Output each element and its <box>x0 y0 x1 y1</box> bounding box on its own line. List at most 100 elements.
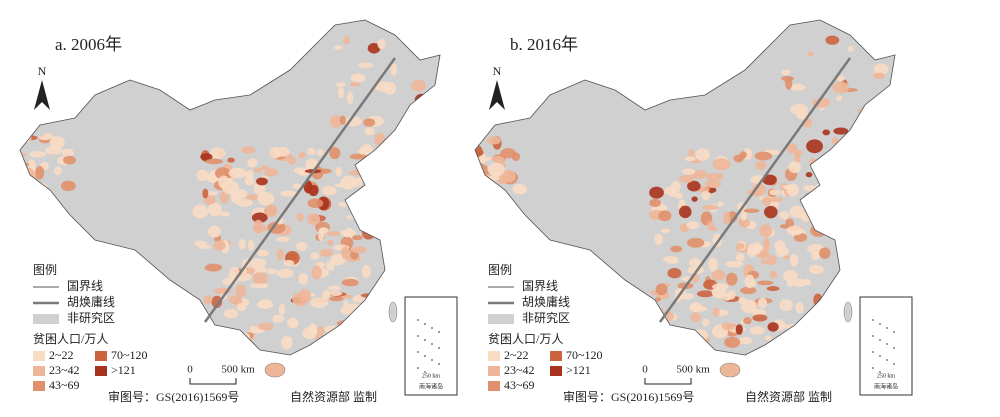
legend-label: >121 <box>111 363 136 377</box>
county <box>736 242 745 250</box>
legend-label: 43~69 <box>504 378 535 392</box>
county <box>704 180 722 189</box>
island <box>872 319 874 321</box>
county <box>805 171 813 178</box>
hu-line <box>658 57 852 323</box>
county <box>696 290 714 298</box>
county <box>322 185 337 196</box>
county <box>349 153 368 160</box>
county <box>335 82 346 87</box>
legend-swatch <box>488 381 500 391</box>
county <box>670 331 678 343</box>
county <box>684 156 696 162</box>
county <box>739 151 747 159</box>
county <box>341 246 350 260</box>
inset-frame <box>859 296 913 396</box>
county <box>329 115 343 129</box>
county <box>779 211 790 220</box>
county <box>654 233 664 245</box>
county <box>202 188 209 199</box>
island <box>417 335 419 337</box>
county <box>257 322 274 331</box>
county <box>707 220 715 231</box>
island <box>431 359 433 361</box>
county <box>211 295 223 309</box>
county <box>228 167 247 179</box>
county <box>500 148 516 159</box>
county <box>743 208 760 213</box>
legend-label: 胡焕庸线 <box>67 294 115 309</box>
county <box>662 256 679 263</box>
county <box>310 297 329 308</box>
county <box>686 221 700 230</box>
county <box>194 240 207 247</box>
county <box>276 248 284 261</box>
county <box>200 153 213 161</box>
county <box>298 152 306 159</box>
county <box>362 227 376 240</box>
county <box>337 86 344 99</box>
county <box>749 326 765 335</box>
county <box>28 178 35 184</box>
county <box>207 202 223 217</box>
county <box>363 118 376 127</box>
county <box>223 309 239 319</box>
island <box>424 339 426 341</box>
legend-swatch <box>488 366 500 376</box>
scale-zero: 0 <box>187 364 193 376</box>
island <box>424 371 426 373</box>
county <box>322 289 331 300</box>
county <box>670 181 681 193</box>
county <box>486 136 501 145</box>
county <box>766 254 777 266</box>
county <box>49 135 65 149</box>
county <box>260 165 270 170</box>
county <box>341 278 359 287</box>
county <box>491 155 505 162</box>
county <box>327 285 341 291</box>
county <box>873 63 889 76</box>
county <box>357 148 371 155</box>
county <box>228 295 241 305</box>
legend-label: 70~120 <box>566 348 603 362</box>
county <box>717 201 724 207</box>
county <box>690 312 701 323</box>
county <box>764 205 778 219</box>
legend-swatch <box>33 366 45 376</box>
county <box>501 169 516 183</box>
county <box>356 164 364 171</box>
county <box>751 308 766 317</box>
inset-frame <box>404 296 458 396</box>
county <box>741 299 757 314</box>
county <box>515 184 527 195</box>
inset-label: 南海诸岛 <box>874 382 898 390</box>
legend-title: 图例 <box>33 263 57 277</box>
county <box>35 165 45 180</box>
county <box>757 280 774 286</box>
island <box>886 359 888 361</box>
county <box>344 231 351 238</box>
county <box>328 290 343 297</box>
county <box>769 270 778 279</box>
inset-scale: 250 km <box>877 373 896 379</box>
county <box>236 302 247 312</box>
county <box>210 147 226 159</box>
island <box>886 327 888 329</box>
legend-swatch <box>550 351 562 361</box>
county <box>196 169 209 182</box>
county <box>264 168 279 177</box>
county <box>269 146 281 159</box>
county <box>763 237 770 252</box>
county <box>767 322 779 332</box>
county <box>227 157 235 163</box>
county <box>364 127 375 136</box>
county <box>280 190 297 197</box>
island <box>893 347 895 349</box>
county <box>833 127 849 135</box>
county <box>792 278 807 288</box>
county <box>247 239 255 251</box>
legend-label: 23~42 <box>49 363 80 377</box>
county <box>218 175 230 189</box>
